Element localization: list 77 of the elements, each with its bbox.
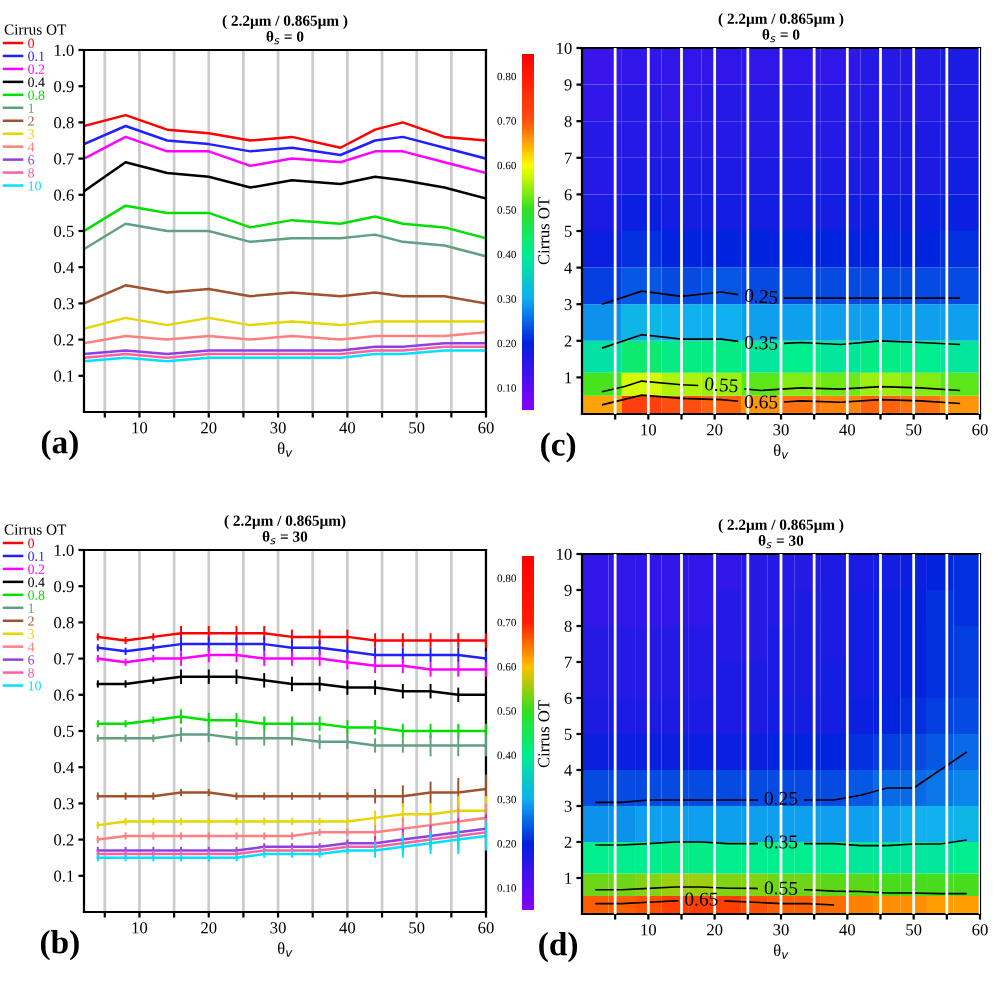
y-tick-label: 0.7: [54, 653, 74, 665]
y-tick-label: 2: [564, 335, 572, 347]
y-tick-label: 0.9: [54, 80, 74, 93]
y-tick-label: 8: [564, 620, 572, 632]
y-tick-label: 1: [565, 372, 572, 384]
x-axis-title: θ$_{v}$: [277, 942, 293, 957]
y-tick-label: 6: [564, 189, 572, 201]
x-axis-title: θ$_{v}$: [773, 944, 789, 959]
y-axis-title: Cirrus OT: [538, 700, 550, 768]
x-tick-label: 20: [707, 424, 723, 436]
x-tick-label: 40: [339, 922, 356, 934]
y-tick-label: 9: [564, 584, 572, 596]
x-tick-label: 60: [478, 422, 494, 434]
x-tick-label: 60: [972, 424, 988, 436]
x-tick-label: 40: [839, 924, 856, 936]
x-tick-label: 30: [773, 424, 789, 436]
x-tick-label: 40: [839, 424, 856, 436]
x-tick-label: 20: [707, 924, 723, 936]
x-tick-label: 10: [641, 424, 657, 436]
annotation: 0.25: [744, 288, 778, 305]
text: (b): [40, 930, 79, 961]
y-tick-label: 0.2: [54, 834, 74, 846]
y-tick-label: 8: [564, 115, 572, 128]
y-tick-label: 0.2: [54, 334, 74, 346]
y-tick-label: 4: [564, 764, 573, 776]
x-tick-label: 50: [906, 424, 922, 436]
x-tick-label: 30: [270, 922, 286, 934]
y-tick-label: 4: [564, 262, 573, 274]
y-tick-label: 9: [564, 79, 572, 91]
y-tick-label: 0.8: [54, 117, 74, 129]
x-tick-label: 10: [132, 922, 148, 934]
y-tick-label: 0.3: [54, 798, 74, 810]
y-axis-title: Cirrus OT: [538, 197, 550, 265]
y-tick-label: 0.9: [54, 580, 74, 593]
text: (c): [541, 432, 576, 463]
y-tick-label: 2: [564, 836, 572, 848]
y-tick-label: 1: [565, 872, 572, 884]
y-tick-label: 10: [557, 548, 572, 560]
annotation: 0.55: [704, 377, 739, 393]
x-tick-label: 40: [339, 422, 356, 434]
y-tick-label: 5: [564, 225, 572, 237]
x-tick-label: 10: [132, 422, 148, 434]
x-tick-label: 30: [270, 422, 286, 434]
y-tick-label: 0.1: [54, 370, 74, 382]
y-tick-label: 10: [557, 42, 572, 54]
y-tick-label: 7: [565, 152, 572, 164]
y-tick-label: 0.6: [54, 189, 74, 201]
x-tick-label: 50: [409, 422, 425, 434]
x-tick-label: 30: [773, 924, 789, 936]
x-tick-label: 20: [201, 922, 217, 934]
text: (d): [539, 932, 578, 963]
x-tick-label: 60: [972, 924, 988, 936]
annotation: 0.35: [744, 335, 778, 351]
y-tick-label: 0.8: [54, 617, 74, 629]
y-tick-label: 7: [565, 656, 572, 668]
x-tick-label: 20: [201, 422, 217, 434]
y-tick-label: 0.4: [54, 761, 75, 774]
x-tick-label: 60: [478, 922, 494, 934]
y-tick-label: 3: [564, 800, 572, 812]
y-tick-label: 0.3: [54, 298, 74, 310]
x-tick-label: 50: [906, 924, 922, 936]
y-tick-label: 0.5: [54, 725, 74, 738]
x-tick-label: 10: [641, 924, 657, 936]
y-tick-label: 1.0: [54, 44, 74, 57]
y-tick-label: 0.1: [54, 870, 74, 882]
x-tick-label: 50: [409, 922, 425, 934]
y-tick-label: 0.5: [54, 225, 74, 238]
y-tick-label: 0.7: [54, 153, 74, 165]
y-tick-label: 0.4: [54, 261, 75, 274]
x-axis-title: θ$_{v}$: [773, 444, 789, 459]
text: (a): [41, 430, 78, 461]
x-axis-title: θ$_{v}$: [277, 442, 293, 457]
y-tick-label: 5: [564, 728, 572, 740]
y-tick-label: 0.6: [54, 689, 74, 701]
y-tick-label: 6: [564, 692, 572, 704]
y-tick-label: 3: [564, 298, 572, 311]
y-tick-label: 1.0: [54, 544, 74, 557]
